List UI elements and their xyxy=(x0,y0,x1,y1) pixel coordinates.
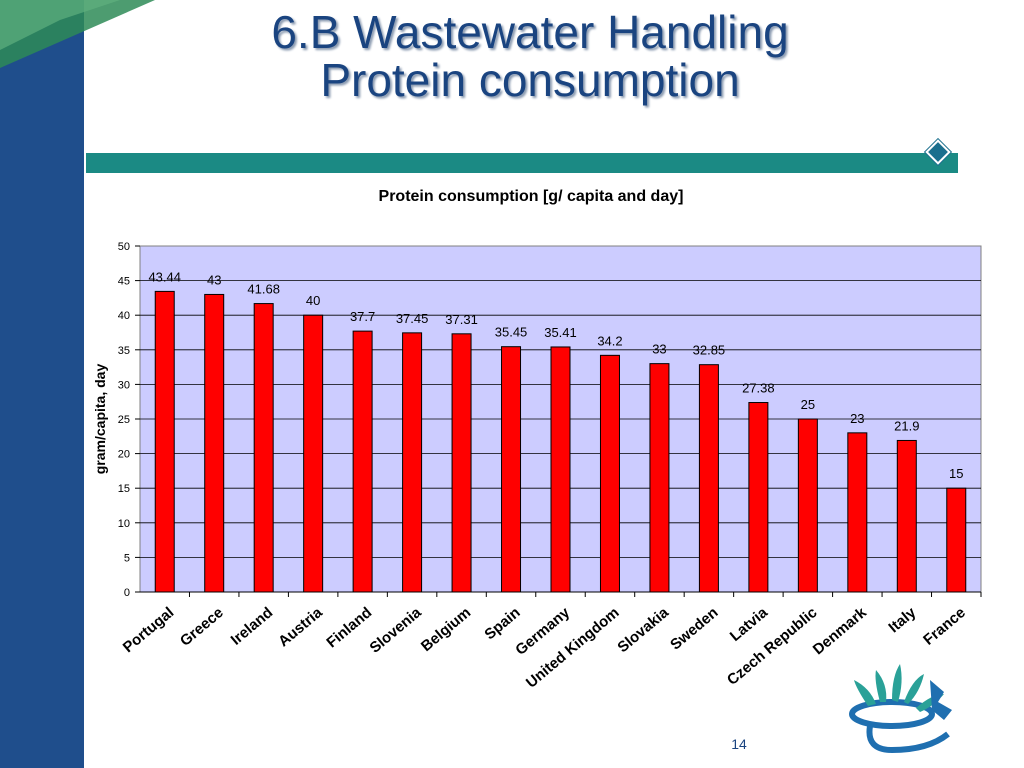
y-axis-label: gram/capita, day xyxy=(92,364,108,475)
title-underline-bar xyxy=(86,153,958,173)
data-label: 15 xyxy=(949,466,963,481)
category-label: Italy xyxy=(885,604,919,637)
bar xyxy=(451,333,472,593)
category-label: Belgium xyxy=(418,604,474,655)
bar xyxy=(649,363,670,593)
data-label: 37.31 xyxy=(445,312,478,327)
y-tick-label: 30 xyxy=(118,379,130,391)
data-label: 34.2 xyxy=(597,333,622,348)
category-label: Slovenia xyxy=(366,604,425,657)
chart-title: Protein consumption [g/ capita and day] xyxy=(379,188,684,205)
data-label: 35.45 xyxy=(495,325,528,340)
bar xyxy=(847,432,868,593)
bar xyxy=(896,439,917,593)
bar xyxy=(253,303,274,593)
data-label: 35.41 xyxy=(544,325,577,340)
bar xyxy=(748,402,769,593)
data-label: 43.44 xyxy=(148,269,181,284)
bar xyxy=(698,364,719,593)
slide-number: 14 xyxy=(731,736,747,752)
bar xyxy=(204,293,225,593)
category-label: Latvia xyxy=(727,604,772,645)
category-label: Czech Republic xyxy=(724,604,820,689)
data-label: 25 xyxy=(801,397,815,412)
bar xyxy=(154,290,175,593)
data-label: 33 xyxy=(652,342,666,357)
corner-map-graphic xyxy=(0,0,155,68)
bar xyxy=(946,487,967,593)
data-label: 23 xyxy=(850,411,864,426)
y-tick-label: 40 xyxy=(118,310,130,322)
protein-consumption-chart: Protein consumption [g/ capita and day] … xyxy=(92,188,982,692)
bar xyxy=(501,346,522,593)
data-label: 41.68 xyxy=(247,282,280,297)
data-label: 37.7 xyxy=(350,309,375,324)
y-tick-label: 20 xyxy=(118,449,130,461)
sidebar-decoration xyxy=(0,0,84,768)
slide-title: 6.B Wastewater Handling Protein consumpt… xyxy=(140,8,920,104)
data-label: 21.9 xyxy=(894,418,919,433)
category-label: Portugal xyxy=(120,604,178,656)
category-label: Slovakia xyxy=(614,604,672,657)
y-tick-label: 5 xyxy=(124,552,130,564)
data-label: 37.45 xyxy=(396,311,429,326)
category-label: Spain xyxy=(481,604,523,643)
y-tick-label: 0 xyxy=(124,587,130,599)
category-label: Ireland xyxy=(228,604,277,649)
slide-title-line2: Protein consumption xyxy=(320,54,740,106)
leaf-logo-icon xyxy=(849,664,952,754)
bar xyxy=(599,354,620,593)
bar xyxy=(797,418,818,593)
data-label: 32.85 xyxy=(693,343,726,358)
category-label: Sweden xyxy=(667,604,721,653)
slide-title-line1: 6.B Wastewater Handling xyxy=(271,6,789,58)
y-tick-label: 45 xyxy=(118,276,130,288)
y-tick-label: 10 xyxy=(118,518,130,530)
data-label: 43 xyxy=(207,272,221,287)
category-label: France xyxy=(920,604,969,649)
y-tick-label: 35 xyxy=(118,345,130,357)
category-label: Greece xyxy=(177,604,227,650)
data-label: 27.38 xyxy=(742,381,775,396)
bar xyxy=(550,346,571,593)
bar xyxy=(352,330,373,593)
bar xyxy=(303,314,324,593)
category-label: Austria xyxy=(275,604,326,651)
y-tick-label: 50 xyxy=(118,241,130,253)
y-tick-label: 15 xyxy=(118,483,130,495)
plot-area: 0 5 10 15 20 25 30 35 40 45 50 43.44 Portugal 43 Greec… xyxy=(118,241,982,692)
bar xyxy=(402,332,423,593)
data-label: 40 xyxy=(306,293,320,308)
y-tick-label: 25 xyxy=(118,414,130,426)
